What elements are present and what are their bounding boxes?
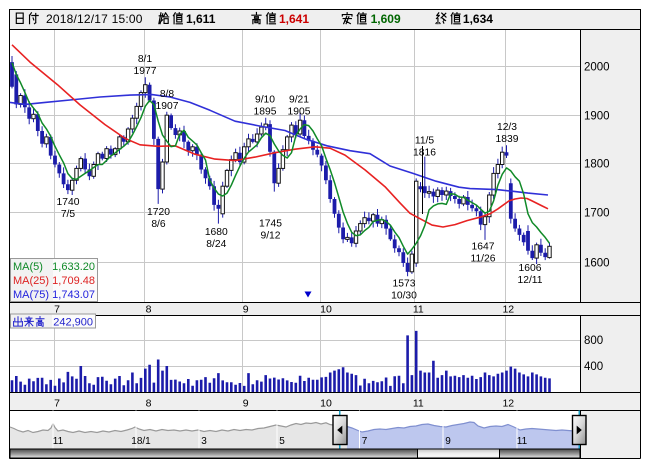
svg-text:1680: 1680	[205, 227, 228, 238]
svg-text:7: 7	[362, 436, 368, 447]
svg-text:1905: 1905	[288, 107, 311, 118]
svg-text:1,634: 1,634	[463, 12, 493, 26]
svg-text:9: 9	[243, 398, 249, 410]
svg-text:1977: 1977	[134, 66, 157, 77]
svg-text:7: 7	[54, 304, 60, 316]
svg-text:1720: 1720	[147, 207, 170, 218]
svg-text:8/8: 8/8	[160, 89, 175, 100]
svg-text:11/5: 11/5	[415, 136, 435, 147]
svg-text:MA(75): MA(75)	[13, 289, 49, 301]
svg-text:8: 8	[146, 304, 152, 316]
svg-text:7: 7	[54, 398, 60, 410]
svg-text:1,611: 1,611	[186, 12, 216, 26]
svg-text:8: 8	[146, 398, 152, 410]
svg-text:12/3: 12/3	[497, 122, 517, 133]
svg-text:1816: 1816	[413, 148, 436, 159]
svg-text:9: 9	[445, 436, 451, 447]
svg-text:1573: 1573	[393, 279, 416, 290]
svg-text:10: 10	[320, 304, 332, 316]
svg-text:11: 11	[53, 436, 64, 447]
svg-text:8/1: 8/1	[138, 54, 153, 65]
svg-text:11: 11	[517, 436, 528, 447]
svg-text:MA(25): MA(25)	[13, 275, 49, 287]
svg-text:12/11: 12/11	[517, 275, 542, 286]
svg-text:7/5: 7/5	[61, 209, 76, 220]
svg-text:1895: 1895	[254, 107, 277, 118]
svg-text:1,743.07: 1,743.07	[52, 289, 95, 301]
svg-text:1740: 1740	[57, 197, 80, 208]
svg-text:1839: 1839	[496, 134, 519, 145]
svg-text:1647: 1647	[472, 242, 495, 253]
svg-text:9/21: 9/21	[289, 95, 309, 106]
svg-text:9: 9	[243, 304, 249, 316]
svg-text:10/30: 10/30	[391, 291, 417, 302]
svg-text:8/24: 8/24	[206, 239, 226, 250]
svg-text:1745: 1745	[259, 219, 282, 230]
svg-text:12: 12	[502, 304, 514, 316]
svg-text:8/6: 8/6	[151, 219, 166, 230]
svg-text:1800: 1800	[584, 159, 610, 171]
svg-text:800: 800	[584, 335, 603, 347]
svg-text:11: 11	[413, 398, 424, 410]
svg-text:242,900: 242,900	[53, 317, 93, 329]
svg-text:1700: 1700	[584, 208, 610, 220]
svg-text:12: 12	[502, 398, 514, 410]
svg-text:9/10: 9/10	[255, 95, 275, 106]
svg-text:11/26: 11/26	[470, 254, 495, 265]
svg-text:1,633.20: 1,633.20	[52, 261, 95, 273]
svg-text:18/1: 18/1	[131, 436, 151, 447]
svg-text:11: 11	[413, 304, 424, 316]
svg-text:5: 5	[279, 436, 285, 447]
svg-text:1,709.48: 1,709.48	[52, 275, 95, 287]
svg-text:10: 10	[320, 398, 332, 410]
svg-text:MA(5): MA(5)	[13, 261, 43, 273]
svg-text:3: 3	[201, 436, 207, 447]
svg-text:1600: 1600	[584, 258, 610, 270]
svg-text:2018/12/17 15:00: 2018/12/17 15:00	[46, 12, 143, 26]
svg-text:1,609: 1,609	[371, 12, 401, 26]
svg-text:9/12: 9/12	[260, 231, 280, 242]
svg-text:400: 400	[584, 361, 603, 373]
svg-text:1907: 1907	[156, 101, 179, 112]
svg-text:2000: 2000	[584, 62, 610, 74]
svg-text:1900: 1900	[584, 111, 610, 123]
svg-text:1606: 1606	[519, 263, 542, 274]
svg-text:1,641: 1,641	[279, 12, 309, 26]
